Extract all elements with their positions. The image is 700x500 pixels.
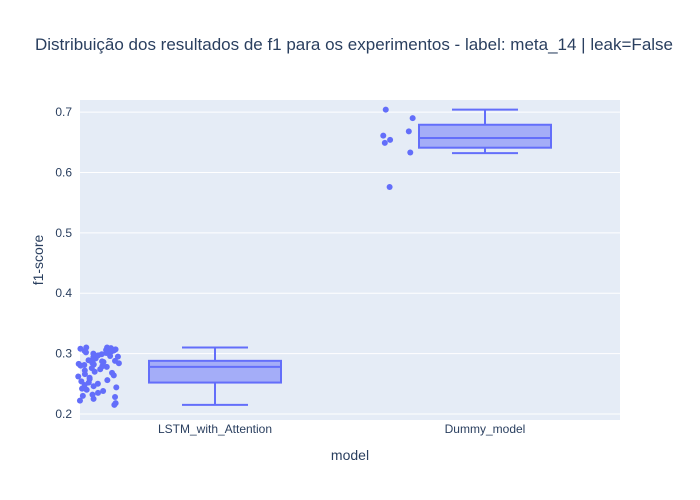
data-point xyxy=(114,353,121,360)
data-point xyxy=(85,357,92,364)
data-point xyxy=(79,392,86,399)
y-tick-label: 0.3 xyxy=(55,347,72,361)
data-point xyxy=(99,358,106,365)
data-point xyxy=(94,380,101,387)
data-point xyxy=(112,394,119,401)
y-tick-label: 0.7 xyxy=(55,105,72,119)
data-point xyxy=(83,344,90,351)
data-point xyxy=(76,397,83,404)
data-point xyxy=(100,388,107,395)
data-point xyxy=(90,350,97,357)
chart-title: Distribuição dos resultados de f1 para o… xyxy=(35,35,673,54)
data-point xyxy=(75,373,82,380)
data-point xyxy=(95,389,102,396)
data-point xyxy=(81,362,88,369)
data-point xyxy=(109,369,116,376)
y-tick-label: 0.6 xyxy=(55,165,72,179)
box-LSTM_with_Attention xyxy=(148,346,282,406)
data-point xyxy=(103,363,110,370)
data-point xyxy=(104,377,111,384)
data-point xyxy=(89,391,96,398)
data-point xyxy=(407,149,414,156)
iqr-box xyxy=(418,123,552,149)
data-point xyxy=(86,374,93,381)
y-tick-label: 0.4 xyxy=(55,286,72,300)
data-point xyxy=(103,349,110,356)
data-point xyxy=(75,360,82,367)
boxes-layer xyxy=(148,108,552,406)
y-tick-label: 0.2 xyxy=(55,407,72,421)
data-point xyxy=(108,348,115,355)
data-point xyxy=(95,352,102,359)
data-point xyxy=(387,136,394,143)
y-axis-title: f1-score xyxy=(30,235,46,286)
data-point xyxy=(113,384,120,391)
x-tick-label: LSTM_with_Attention xyxy=(158,422,272,436)
x-axis-title: model xyxy=(331,447,369,463)
data-point xyxy=(405,128,412,135)
data-point xyxy=(77,345,84,352)
y-tick-label: 0.5 xyxy=(55,226,72,240)
x-tick-label: Dummy_model xyxy=(445,422,526,436)
y-gridlines xyxy=(80,111,620,415)
points-layer xyxy=(75,106,416,408)
data-point xyxy=(83,386,90,393)
data-point xyxy=(112,357,119,364)
box-Dummy_model xyxy=(418,108,552,155)
data-point xyxy=(382,106,389,113)
y-tick-labels: 0.2 0.3 0.4 0.5 0.6 0.7 xyxy=(55,105,72,421)
data-point xyxy=(78,378,85,385)
data-point xyxy=(409,115,416,122)
data-point xyxy=(112,400,119,407)
data-point xyxy=(381,139,388,146)
data-point xyxy=(81,367,88,374)
iqr-box xyxy=(148,359,282,384)
x-tick-labels: LSTM_with_Attention Dummy_model xyxy=(158,422,525,436)
data-point xyxy=(386,183,393,190)
data-point xyxy=(380,132,387,139)
